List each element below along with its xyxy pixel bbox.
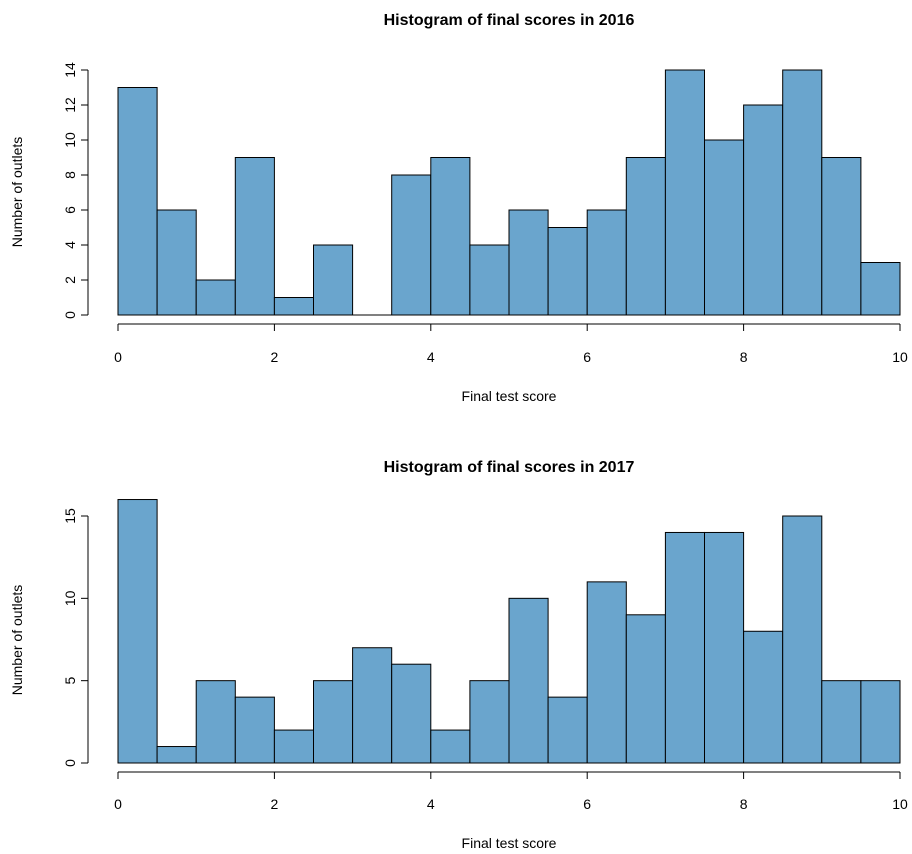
y-axis-label: Number of outlets (9, 137, 25, 248)
y-tick-label: 12 (62, 97, 78, 113)
bars-group (117, 499, 901, 764)
histogram-bar (352, 647, 393, 764)
histogram-bar (313, 680, 354, 764)
histogram-bar (430, 729, 471, 764)
histogram-bar (117, 87, 158, 316)
histogram-bar (508, 209, 549, 316)
y-tick-label: 0 (62, 759, 78, 767)
histogram-bar (391, 663, 432, 764)
x-tick-label: 2 (271, 349, 279, 365)
histogram-bar (156, 209, 197, 316)
x-tick-label: 8 (740, 796, 748, 812)
x-tick-label: 4 (427, 349, 435, 365)
histogram-bar (821, 680, 862, 764)
histogram-bar (625, 157, 666, 316)
histogram-bar (743, 630, 784, 764)
histogram-bar (664, 531, 706, 764)
x-tick-label: 0 (114, 796, 122, 812)
x-axis-label: Final test score (462, 835, 557, 851)
histogram-bar (782, 69, 823, 316)
histogram-bar (195, 279, 236, 316)
histogram-bar (391, 174, 432, 316)
histogram-2016-panel: Histogram of final scores in 2016 0 2 4 6 8 1… (9, 12, 908, 404)
histogram-bar (860, 680, 901, 764)
x-tick-label: 10 (892, 796, 908, 812)
histogram-bar (782, 515, 823, 764)
y-tick-group: 0 2 4 6 8 10 12 14 (62, 62, 88, 319)
y-tick-label: 14 (62, 62, 78, 78)
histogram-bar (625, 614, 666, 764)
histogram-bar (273, 297, 314, 316)
bars-group (117, 69, 901, 316)
chart-title: Histogram of final scores in 2017 (384, 459, 635, 476)
histogram-bar (743, 104, 784, 316)
x-tick-label: 8 (740, 349, 748, 365)
y-tick-label: 2 (62, 276, 78, 284)
histogram-bar (156, 746, 197, 764)
histogram-bar (430, 157, 471, 316)
histogram-bar (469, 244, 510, 316)
histogram-bar (273, 729, 314, 764)
x-tick-group: 0 2 4 6 8 10 (114, 772, 908, 812)
y-tick-label: 4 (62, 241, 78, 249)
histogram-bar (547, 227, 588, 316)
histogram-bar (313, 244, 354, 316)
histogram-bar (586, 581, 627, 764)
histogram-bar (821, 157, 862, 316)
histogram-bar (117, 499, 158, 764)
y-tick-label: 15 (62, 508, 78, 524)
y-tick-label: 0 (62, 311, 78, 319)
chart-title: Histogram of final scores in 2016 (384, 12, 635, 29)
histogram-bar (508, 597, 549, 764)
y-tick-label: 8 (62, 171, 78, 179)
x-tick-label: 6 (583, 349, 591, 365)
x-tick-label: 4 (427, 796, 435, 812)
histogram-bar (704, 531, 745, 764)
x-tick-label: 6 (583, 796, 591, 812)
y-tick-label: 10 (62, 590, 78, 606)
y-tick-label: 5 (62, 677, 78, 685)
x-tick-label: 10 (892, 349, 908, 365)
y-axis-label: Number of outlets (9, 585, 25, 696)
histogram-bar (234, 157, 275, 316)
histogram-bar (469, 680, 510, 764)
x-axis-label: Final test score (462, 388, 557, 404)
x-tick-label: 2 (271, 796, 279, 812)
histogram-bar (547, 696, 588, 764)
histogram-bar (586, 209, 627, 316)
y-tick-group: 0 5 10 15 (62, 508, 88, 767)
x-tick-group: 0 2 4 6 8 10 (114, 324, 908, 365)
histogram-bar (195, 680, 236, 764)
histogram-bar (860, 262, 901, 316)
histogram-2017-panel: Histogram of final scores in 2017 0 2 4 6 8 1… (9, 459, 908, 851)
y-tick-label: 6 (62, 206, 78, 214)
x-tick-label: 0 (114, 349, 122, 365)
histogram-bar (234, 696, 275, 764)
y-tick-label: 10 (62, 132, 78, 148)
histogram-bar (704, 139, 745, 316)
histogram-bar (664, 69, 706, 316)
